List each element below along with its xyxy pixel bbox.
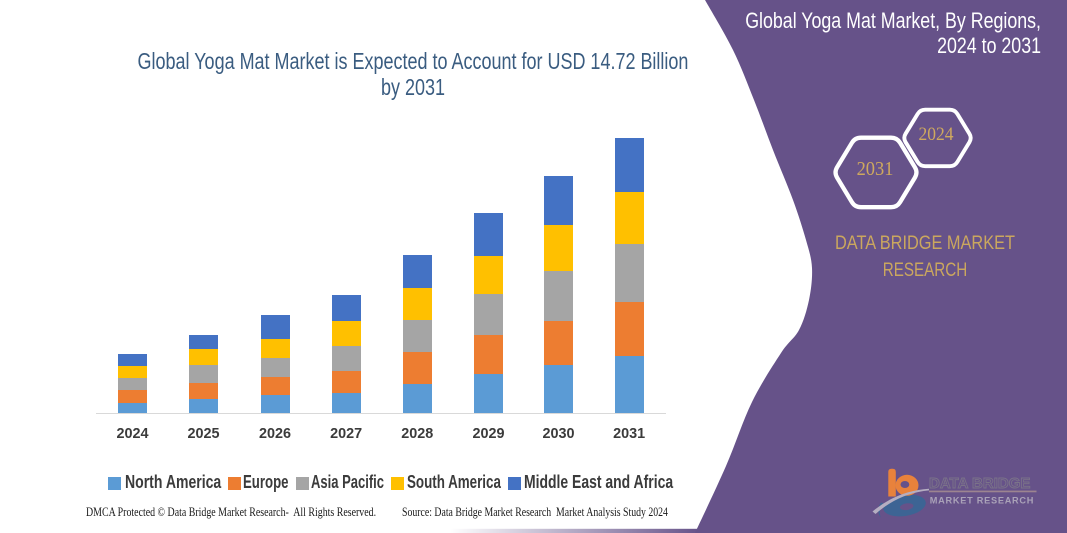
svg-text:DATA BRIDGE: DATA BRIDGE [929,475,1030,492]
svg-text:MARKET RESEARCH: MARKET RESEARCH [930,495,1034,505]
